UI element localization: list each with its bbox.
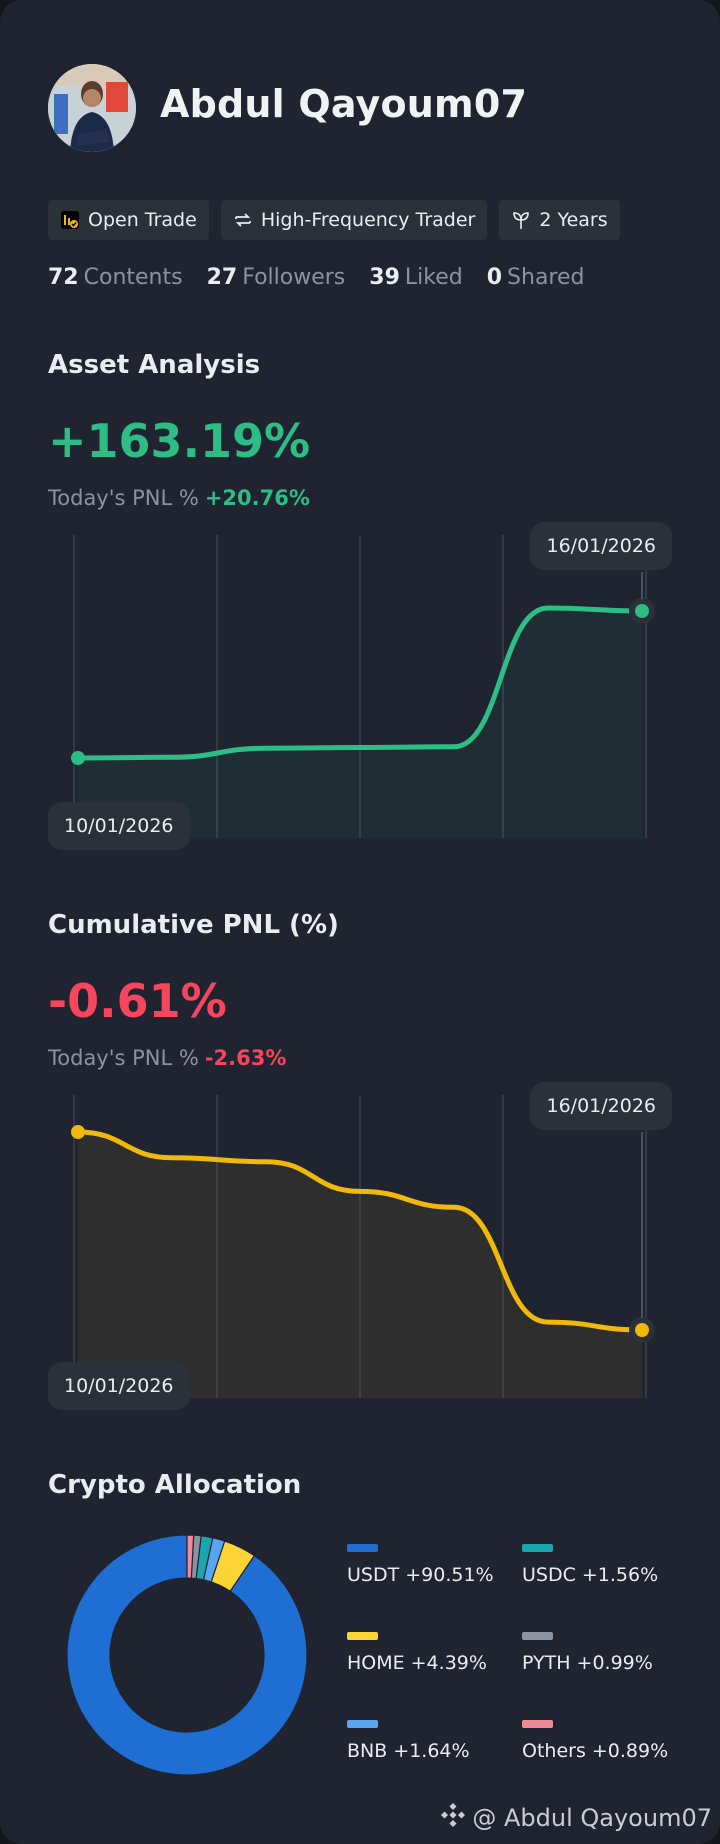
legend-name: BNB bbox=[347, 1740, 388, 1762]
avatar[interactable] bbox=[48, 64, 136, 152]
asset-analysis-chart-svg bbox=[71, 535, 655, 838]
legend-pct: +1.56% bbox=[581, 1564, 659, 1586]
open-trade-icon bbox=[60, 210, 80, 230]
binance-logo-icon bbox=[440, 1802, 466, 1834]
stat-followers[interactable]: 27 Followers bbox=[207, 265, 346, 290]
series-line bbox=[75, 605, 645, 761]
tag-experience-years[interactable]: 2 Years bbox=[499, 200, 620, 240]
legend-swatch bbox=[347, 1720, 378, 1728]
cumulative-pnl-title: Cumulative PNL (%) bbox=[48, 910, 339, 940]
chart-start-date: 10/01/2026 bbox=[48, 1362, 190, 1410]
crypto-allocation-title: Crypto Allocation bbox=[48, 1470, 302, 1500]
series-area bbox=[78, 1132, 642, 1398]
stat-liked[interactable]: 39 Liked bbox=[369, 265, 462, 290]
cumulative-pnl-value: -0.61% bbox=[48, 974, 227, 1028]
username: Abdul Qayoum07 bbox=[160, 82, 528, 126]
donut-slice-usdt bbox=[66, 1534, 308, 1776]
today-pnl-value: +20.76% bbox=[204, 486, 310, 510]
data-point bbox=[635, 604, 649, 618]
stat-number: 27 bbox=[206, 265, 238, 290]
stat-label: Liked bbox=[404, 265, 463, 290]
legend-name: USDT bbox=[347, 1564, 400, 1586]
data-point bbox=[635, 1323, 649, 1337]
tag-label: 2 Years bbox=[539, 209, 608, 231]
stat-shared[interactable]: 0 Shared bbox=[487, 265, 585, 290]
stat-number: 0 bbox=[486, 265, 503, 290]
legend-name: USDC bbox=[522, 1564, 576, 1586]
today-pnl-label: Today's PNL % bbox=[48, 486, 199, 510]
legend-pct: +0.89% bbox=[591, 1740, 669, 1762]
swap-arrows-icon bbox=[233, 210, 253, 230]
series-line bbox=[75, 1129, 645, 1333]
legend-item-others: Others +0.89% bbox=[522, 1720, 692, 1762]
legend-swatch bbox=[347, 1544, 378, 1552]
today-pnl-label: Today's PNL % bbox=[48, 1046, 199, 1070]
legend-pct: +90.51% bbox=[405, 1564, 494, 1586]
profile-stats: 72 Contents 27 Followers 39 Liked 0 Shared bbox=[48, 265, 585, 290]
legend-pct: +0.99% bbox=[576, 1652, 653, 1674]
legend-name: Others bbox=[522, 1740, 586, 1762]
stat-label: Contents bbox=[83, 265, 183, 290]
stat-number: 72 bbox=[48, 265, 79, 290]
legend-swatch bbox=[522, 1632, 553, 1640]
legend-name: HOME bbox=[347, 1652, 405, 1674]
legend-name: PYTH bbox=[522, 1652, 571, 1674]
allocation-donut-chart[interactable] bbox=[66, 1534, 308, 1776]
stat-label: Followers bbox=[242, 265, 346, 290]
legend-item-pyth: PYTH +0.99% bbox=[522, 1632, 692, 1674]
data-point bbox=[71, 1125, 85, 1139]
chart-end-date: 16/01/2026 bbox=[530, 522, 672, 570]
legend-item-home: HOME +4.39% bbox=[347, 1632, 517, 1674]
legend-swatch bbox=[522, 1544, 553, 1552]
legend-swatch bbox=[347, 1632, 378, 1640]
chart-end-date: 16/01/2026 bbox=[530, 1082, 672, 1130]
watermark: @ Abdul Qayoum07 bbox=[440, 1802, 712, 1834]
legend-item-bnb: BNB +1.64% bbox=[347, 1720, 517, 1762]
asset-today-pnl: Today's PNL % +20.76% bbox=[48, 486, 310, 510]
today-pnl-value: -2.63% bbox=[204, 1046, 287, 1070]
data-point bbox=[71, 751, 85, 765]
watermark-text: @ Abdul Qayoum07 bbox=[472, 1804, 712, 1832]
stat-number: 39 bbox=[369, 265, 400, 290]
tag-label: High-Frequency Trader bbox=[260, 209, 476, 231]
chart-start-date: 10/01/2026 bbox=[48, 802, 190, 850]
stat-label: Shared bbox=[507, 265, 585, 290]
tag-high-frequency-trader[interactable]: High-Frequency Trader bbox=[220, 200, 488, 240]
tag-label: Open Trade bbox=[88, 209, 197, 231]
donut-slice-others bbox=[186, 1534, 195, 1579]
sprout-icon bbox=[511, 210, 531, 230]
legend-swatch bbox=[522, 1720, 553, 1728]
legend-pct: +4.39% bbox=[410, 1652, 487, 1674]
trader-tags: Open Trade High-Frequency Trader 2 Yea bbox=[48, 200, 620, 240]
cumulative-pnl-chart[interactable]: 10/01/2026 16/01/2026 bbox=[48, 1080, 672, 1410]
legend-item-usdt: USDT +90.51% bbox=[347, 1544, 517, 1586]
asset-analysis-chart[interactable]: 10/01/2026 16/01/2026 bbox=[48, 520, 672, 850]
legend-item-usdc: USDC +1.56% bbox=[522, 1544, 692, 1586]
asset-analysis-title: Asset Analysis bbox=[48, 350, 261, 380]
stat-contents[interactable]: 72 Contents bbox=[48, 265, 183, 290]
cumulative-today-pnl: Today's PNL % -2.63% bbox=[48, 1046, 286, 1070]
cumulative-pnl-chart-svg bbox=[71, 1095, 655, 1398]
asset-analysis-value: +163.19% bbox=[48, 414, 311, 468]
tag-open-trade[interactable]: Open Trade bbox=[48, 200, 209, 240]
series-area bbox=[78, 608, 642, 838]
legend-pct: +1.64% bbox=[393, 1740, 470, 1762]
